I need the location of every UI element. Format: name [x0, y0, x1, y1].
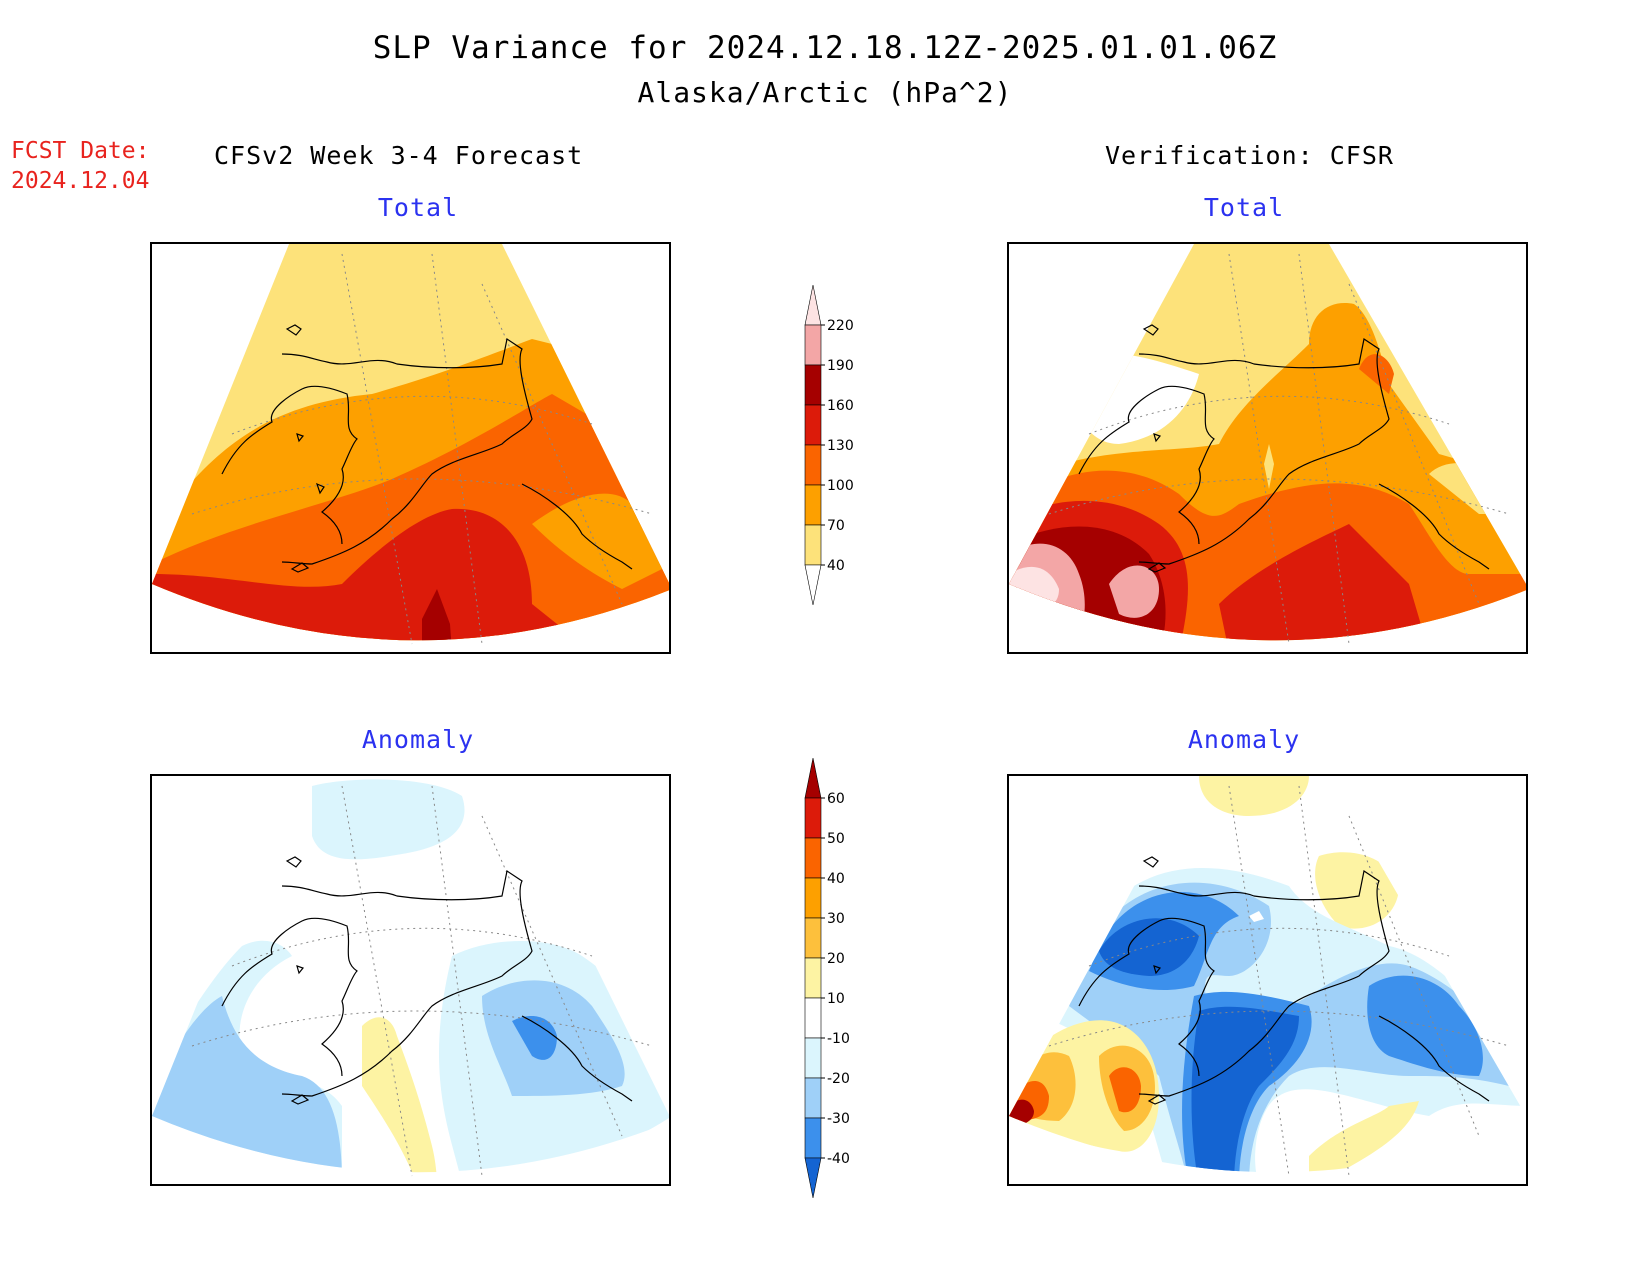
colorbar-anomaly: 60 50 40 30 20 10 -10 -20 -30 -40	[804, 757, 875, 1207]
coastline-alaska-2	[1078, 324, 1490, 573]
colorbar-anomaly-label-8: -30	[827, 1111, 850, 1127]
colorbar-total-label-1: 190	[827, 358, 854, 374]
colorbar-anomaly-swatch-4	[804, 917, 822, 959]
colorbar-anomaly-swatch-5	[804, 957, 822, 999]
colorbar-anomaly-swatch-2	[804, 837, 822, 879]
fcst-date-value: 2024.12.04	[11, 168, 150, 194]
colorbar-total-swatch-5	[804, 484, 822, 526]
colorbar-anomaly-svg: 60 50 40 30 20 10 -10 -20 -30 -40	[804, 757, 850, 1199]
panel-title-forecast-anomaly: Anomaly	[361, 725, 475, 754]
colorbar-total-label-4: 100	[827, 478, 854, 494]
colorbar-total-label-6: 40	[827, 558, 845, 574]
colorbar-anomaly-swatch-10	[804, 1157, 822, 1199]
fcst-date-title: FCST Date:	[11, 138, 150, 164]
colorbar-anomaly-swatch-0	[804, 757, 822, 799]
title-line1: SLP Variance for 2024.12.18.12Z-2025.01.…	[372, 30, 1278, 66]
colorbar-anomaly-label-4: 20	[827, 951, 845, 967]
colorbar-anomaly-label-1: 50	[827, 831, 845, 847]
fcst-date-label: FCST Date: 2024.12.04	[11, 136, 149, 196]
colorbar-total: 220 190 160 130 100 70 40	[804, 284, 875, 624]
header-forecast: CFSv2 Week 3-4 Forecast	[214, 141, 584, 170]
colorbar-anomaly-swatch-6	[804, 997, 822, 1039]
map-verification-anomaly	[1007, 774, 1528, 1186]
colorbar-anomaly-label-3: 30	[827, 911, 845, 927]
colorbar-total-swatch-4	[804, 444, 822, 486]
map-verification-total	[1007, 242, 1528, 654]
colorbar-anomaly-swatch-1	[804, 797, 822, 839]
title-line2: Alaska/Arctic (hPa^2)	[637, 76, 1013, 109]
colorbar-total-label-0: 220	[827, 318, 854, 334]
colorbar-anomaly-label-7: -20	[827, 1071, 850, 1087]
panel-title-verification-anomaly: Anomaly	[1187, 725, 1301, 754]
colorbar-anomaly-swatch-9	[804, 1117, 822, 1159]
colorbar-anomaly-label-5: 10	[827, 991, 845, 1007]
map-forecast-total	[150, 242, 671, 654]
colorbar-total-swatch-6	[804, 524, 822, 566]
colorbar-total-label-3: 130	[827, 438, 854, 454]
panel-title-verification-total: Total	[1203, 193, 1285, 222]
coastline-alaska-4	[1078, 856, 1490, 1105]
colorbar-anomaly-label-6: -10	[827, 1031, 850, 1047]
coastline-alaska-3	[221, 856, 633, 1105]
colorbar-total-swatch-1	[804, 324, 822, 366]
colorbar-total-swatch-3	[804, 404, 822, 446]
colorbar-total-swatch-7	[804, 564, 822, 606]
colorbar-anomaly-swatch-7	[804, 1037, 822, 1079]
panel-title-forecast-total: Total	[377, 193, 459, 222]
colorbar-anomaly-label-9: -40	[827, 1151, 850, 1167]
header-verification: Verification: CFSR	[1105, 141, 1394, 170]
coastline-alaska	[221, 324, 633, 573]
colorbar-anomaly-label-2: 40	[827, 871, 845, 887]
colorbar-total-svg: 220 190 160 130 100 70 40	[804, 284, 854, 606]
colorbar-total-label-5: 70	[827, 518, 845, 534]
colorbar-total-swatch-0	[804, 284, 822, 326]
colorbar-anomaly-swatch-8	[804, 1077, 822, 1119]
colorbar-total-swatch-2	[804, 364, 822, 406]
colorbar-anomaly-label-0: 60	[827, 791, 845, 807]
colorbar-anomaly-swatch-3	[804, 877, 822, 919]
map-forecast-anomaly	[150, 774, 671, 1186]
colorbar-total-label-2: 160	[827, 398, 854, 414]
